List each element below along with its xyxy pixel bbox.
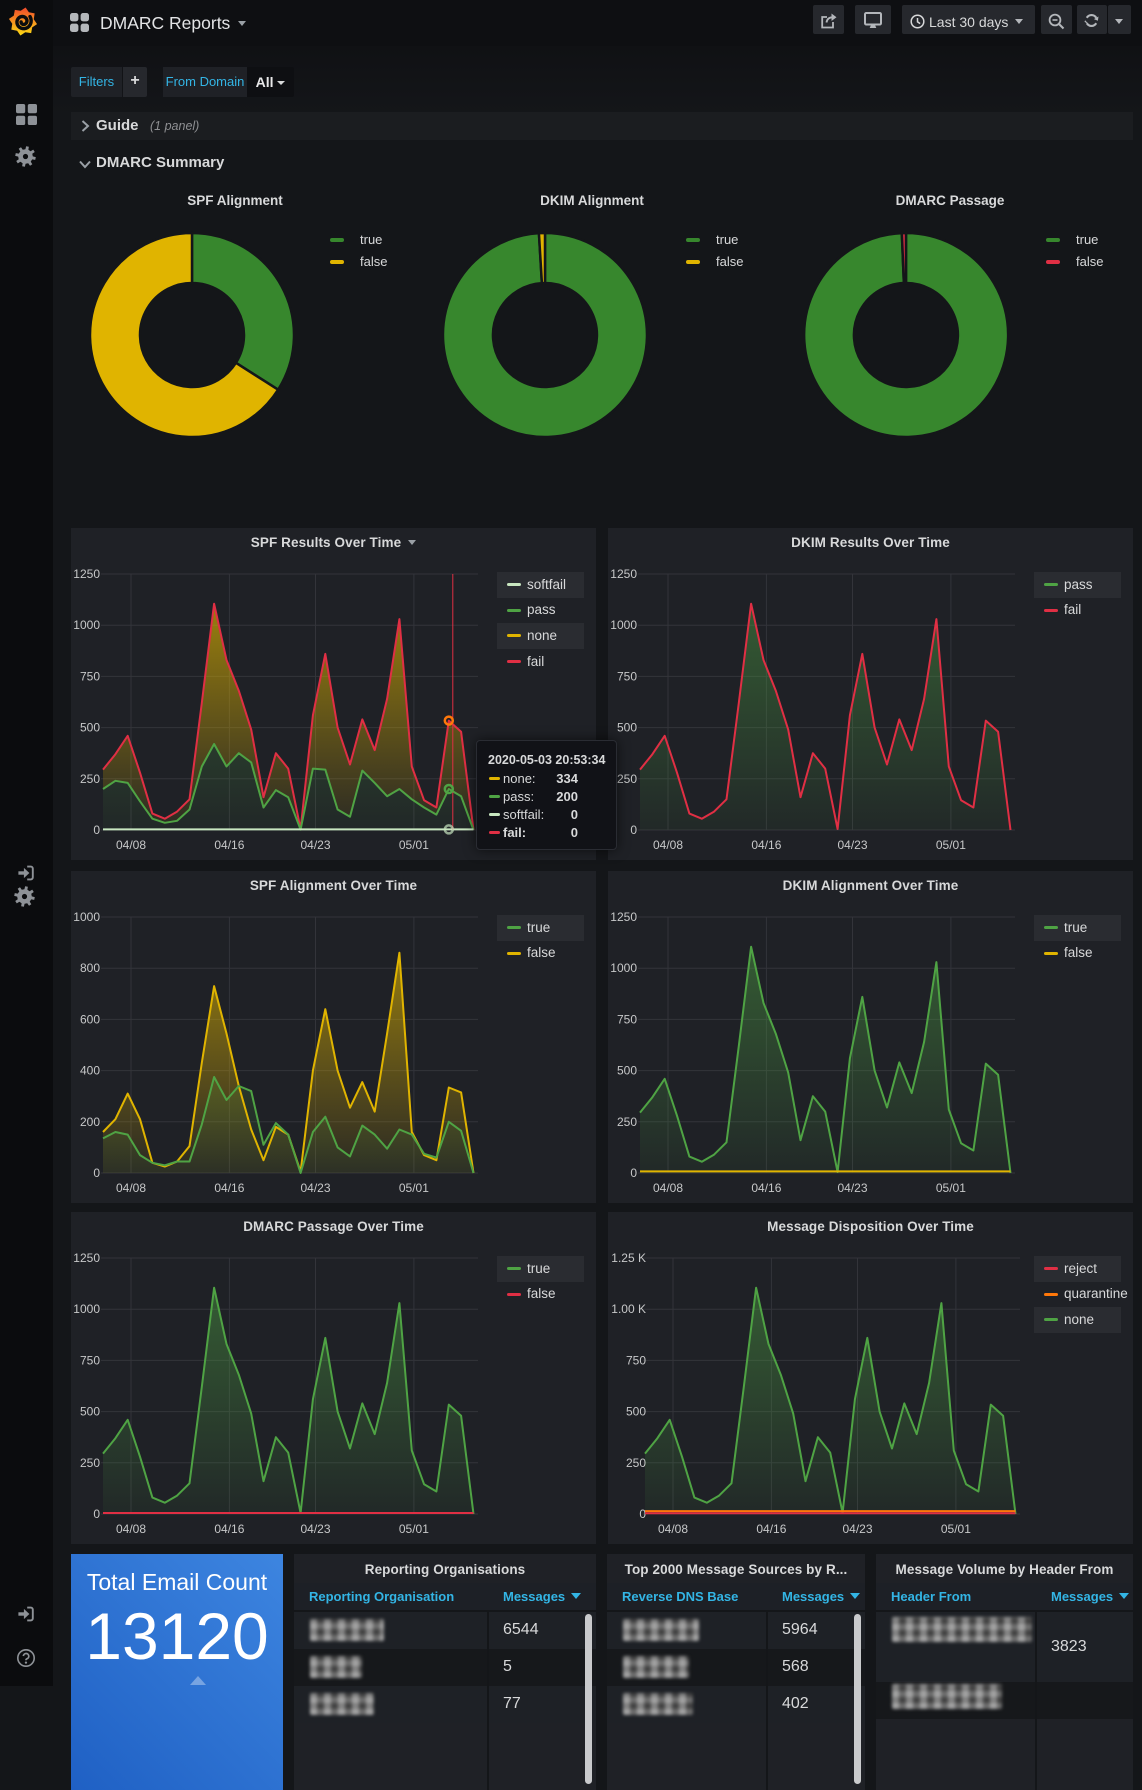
svg-text:750: 750 — [617, 1012, 637, 1026]
svg-text:04/23: 04/23 — [300, 1181, 330, 1195]
svg-text:04/08: 04/08 — [658, 1522, 688, 1536]
svg-text:04/08: 04/08 — [116, 1181, 146, 1195]
svg-text:04/16: 04/16 — [751, 838, 781, 852]
svg-text:04/23: 04/23 — [837, 1181, 867, 1195]
svg-text:0: 0 — [639, 1507, 646, 1521]
svg-text:04/23: 04/23 — [837, 838, 867, 852]
svg-text:750: 750 — [80, 1353, 100, 1367]
svg-text:500: 500 — [626, 1405, 646, 1419]
svg-text:04/08: 04/08 — [116, 1522, 146, 1536]
svg-text:05/01: 05/01 — [941, 1522, 971, 1536]
svg-text:750: 750 — [80, 669, 100, 683]
svg-text:750: 750 — [626, 1353, 646, 1367]
svg-text:04/08: 04/08 — [116, 838, 146, 852]
svg-text:04/08: 04/08 — [653, 838, 683, 852]
svg-text:04/16: 04/16 — [214, 838, 244, 852]
svg-text:1000: 1000 — [610, 961, 637, 975]
svg-text:500: 500 — [617, 1064, 637, 1078]
svg-text:250: 250 — [80, 1456, 100, 1470]
svg-text:04/16: 04/16 — [214, 1522, 244, 1536]
svg-text:04/16: 04/16 — [756, 1522, 786, 1536]
svg-text:400: 400 — [80, 1064, 100, 1078]
svg-text:500: 500 — [80, 1405, 100, 1419]
svg-text:1250: 1250 — [610, 567, 637, 581]
svg-text:04/16: 04/16 — [214, 1181, 244, 1195]
svg-text:1000: 1000 — [610, 618, 637, 632]
svg-text:05/01: 05/01 — [936, 1181, 966, 1195]
svg-text:200: 200 — [80, 1115, 100, 1129]
svg-text:04/23: 04/23 — [300, 838, 330, 852]
svg-text:250: 250 — [617, 772, 637, 786]
svg-text:250: 250 — [80, 772, 100, 786]
svg-text:1.25 K: 1.25 K — [611, 1251, 646, 1265]
svg-text:600: 600 — [80, 1012, 100, 1026]
svg-text:0: 0 — [630, 1166, 637, 1180]
svg-text:04/08: 04/08 — [653, 1181, 683, 1195]
svg-text:05/01: 05/01 — [936, 838, 966, 852]
svg-text:1000: 1000 — [73, 618, 100, 632]
svg-text:04/23: 04/23 — [300, 1522, 330, 1536]
svg-text:0: 0 — [93, 1507, 100, 1521]
svg-text:05/01: 05/01 — [399, 838, 429, 852]
svg-text:1000: 1000 — [73, 910, 100, 924]
svg-text:04/23: 04/23 — [842, 1522, 872, 1536]
svg-text:1000: 1000 — [73, 1302, 100, 1316]
svg-text:500: 500 — [80, 721, 100, 735]
svg-text:250: 250 — [626, 1456, 646, 1470]
svg-text:250: 250 — [617, 1115, 637, 1129]
svg-text:04/16: 04/16 — [751, 1181, 781, 1195]
svg-text:0: 0 — [630, 823, 637, 837]
svg-text:0: 0 — [93, 823, 100, 837]
svg-text:05/01: 05/01 — [399, 1181, 429, 1195]
svg-text:500: 500 — [617, 721, 637, 735]
svg-text:1250: 1250 — [73, 1251, 100, 1265]
svg-text:0: 0 — [93, 1166, 100, 1180]
svg-text:750: 750 — [617, 669, 637, 683]
svg-text:1250: 1250 — [73, 567, 100, 581]
svg-text:1.00 K: 1.00 K — [611, 1302, 646, 1316]
svg-text:05/01: 05/01 — [399, 1522, 429, 1536]
svg-text:1250: 1250 — [610, 910, 637, 924]
svg-text:800: 800 — [80, 961, 100, 975]
